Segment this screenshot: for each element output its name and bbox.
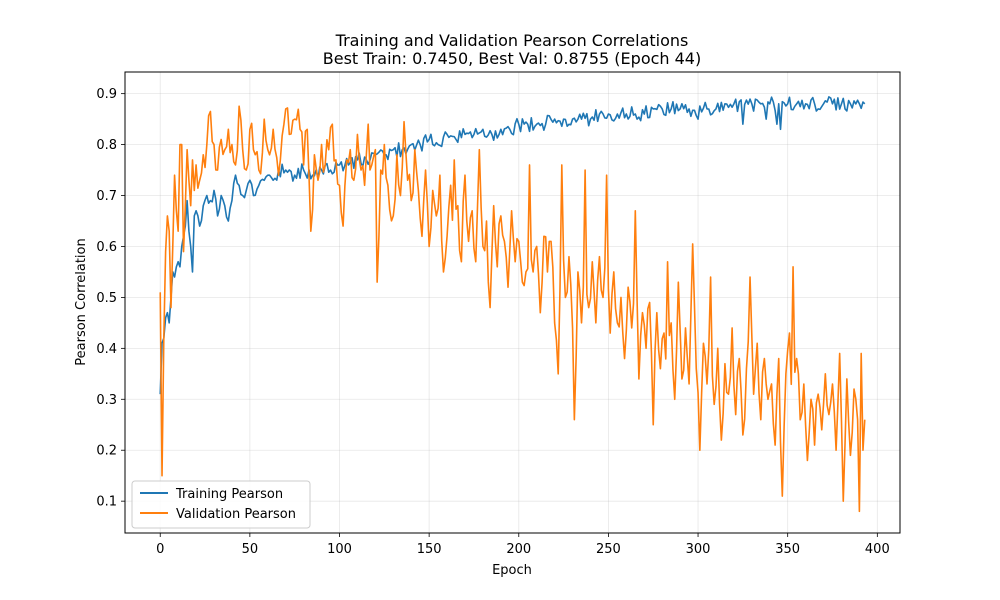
plot-frame xyxy=(124,71,901,534)
y-tick-label: 0.1 xyxy=(96,495,117,510)
legend-box xyxy=(131,480,311,529)
x-tick-label: 50 xyxy=(242,542,259,557)
x-tick-label: 200 xyxy=(506,542,531,557)
training-pearson-line xyxy=(159,96,866,395)
y-tick-label: 0.9 xyxy=(96,87,117,102)
y-tick-label: 0.7 xyxy=(96,189,117,204)
series-lines xyxy=(159,96,866,513)
x-tick-label: 350 xyxy=(775,542,800,557)
legend-label-training: Training Pearson xyxy=(175,487,283,502)
x-tick-label: 300 xyxy=(686,542,711,557)
x-axis: 0 50 100 150 200 250 300 350 400 xyxy=(156,533,890,557)
x-tick-label: 250 xyxy=(596,542,621,557)
y-axis-title: Pearson Correlation xyxy=(74,238,89,365)
legend: Training Pearson Validation Pearson xyxy=(131,480,311,529)
y-axis: 0.1 0.2 0.3 0.4 0.5 0.6 0.7 0.8 0.9 xyxy=(96,87,125,510)
x-tick-label: 150 xyxy=(417,542,442,557)
y-tick-label: 0.6 xyxy=(96,240,117,255)
y-tick-label: 0.4 xyxy=(96,342,117,357)
legend-label-validation: Validation Pearson xyxy=(176,507,296,522)
y-tick-label: 0.8 xyxy=(96,138,117,153)
chart-title: Training and Validation Pearson Correlat… xyxy=(335,31,689,50)
grid xyxy=(125,72,900,533)
x-tick-label: 100 xyxy=(327,542,352,557)
x-axis-title: Epoch xyxy=(492,563,532,578)
x-tick-label: 0 xyxy=(156,542,164,557)
y-tick-label: 0.2 xyxy=(96,444,117,459)
chart-subtitle: Best Train: 0.7450, Best Val: 0.8755 (Ep… xyxy=(323,49,701,68)
y-tick-label: 0.3 xyxy=(96,393,117,408)
y-tick-label: 0.5 xyxy=(96,291,117,306)
validation-pearson-line xyxy=(159,105,866,513)
x-tick-label: 400 xyxy=(865,542,890,557)
